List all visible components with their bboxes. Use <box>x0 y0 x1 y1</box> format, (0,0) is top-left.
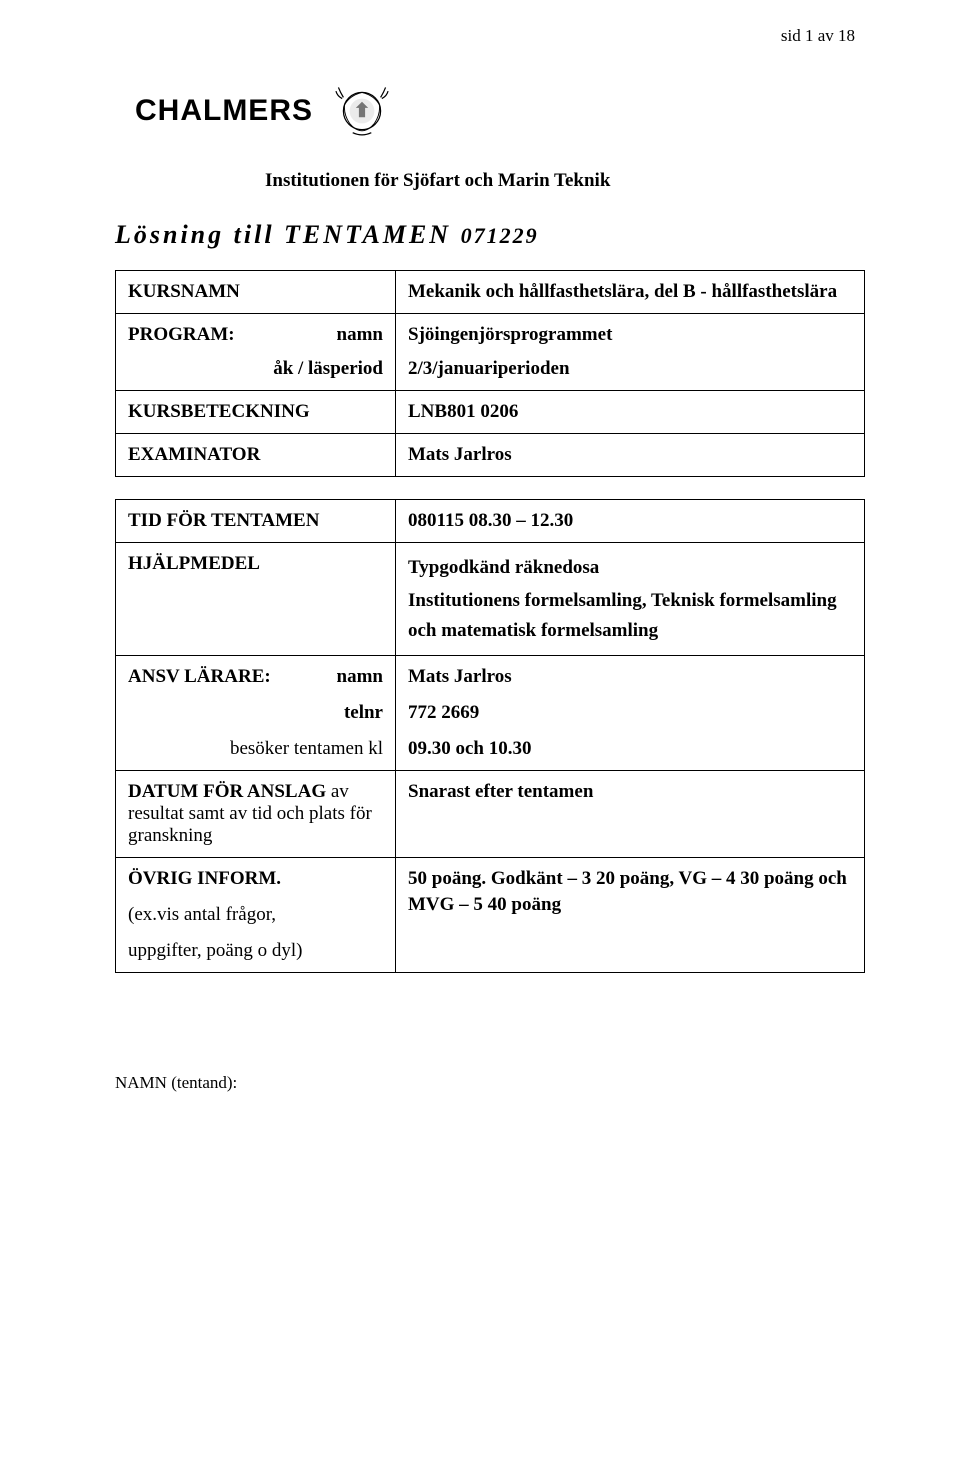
ansv-left-1: ANSV LÄRARE: <box>128 666 271 688</box>
ansv-val-2: 772 2669 <box>408 702 854 724</box>
value-examinator: Mats Jarlros <box>396 434 865 477</box>
ovrig-l3: uppgifter, poäng o dyl) <box>128 940 385 962</box>
ovrig-v1: 50 poäng. Godkänt – 3 20 poäng, VG – 4 3… <box>408 868 854 890</box>
label-hjalpmedel: HJÄLPMEDEL <box>116 543 396 656</box>
title-code: 071229 <box>461 223 539 248</box>
label-datum: DATUM FÖR ANSLAG av resultat samt av tid… <box>116 771 396 858</box>
label-tid: TID FÖR TENTAMEN <box>116 500 396 543</box>
footer-namn: NAMN (tentand): <box>115 1073 865 1093</box>
seal-icon <box>331 80 393 142</box>
program-val-1: Sjöingenjörsprogrammet <box>408 324 854 346</box>
ansv-val-1: Mats Jarlros <box>408 666 854 688</box>
value-kursbeteckning: LNB801 0206 <box>396 391 865 434</box>
row-hjalpmedel: HJÄLPMEDEL Typgodkänd räknedosaInstituti… <box>116 543 865 656</box>
value-tid: 080115 08.30 – 12.30 <box>396 500 865 543</box>
page-number: sid 1 av 18 <box>781 26 855 46</box>
row-kursbeteckning: KURSBETECKNING LNB801 0206 <box>116 391 865 434</box>
program-right-2: åk / läsperiod <box>273 358 385 380</box>
label-examinator: EXAMINATOR <box>116 434 396 477</box>
info-table-2: TID FÖR TENTAMEN 080115 08.30 – 12.30 HJ… <box>115 499 865 973</box>
label-kursnamn: KURSNAMN <box>116 271 396 314</box>
value-program: Sjöingenjörsprogrammet 2/3/januariperiod… <box>396 314 865 391</box>
info-table-1: KURSNAMN Mekanik och hållfasthetslära, d… <box>115 270 865 477</box>
program-left-1: PROGRAM: <box>128 324 235 346</box>
logo-row: CHALMERS <box>135 80 865 142</box>
label-program: PROGRAM: namn åk / läsperiod <box>116 314 396 391</box>
logo-text: CHALMERS <box>135 94 313 128</box>
row-examinator: EXAMINATOR Mats Jarlros <box>116 434 865 477</box>
ansv-right-1: namn <box>337 666 385 688</box>
label-ovrig: ÖVRIG INFORM. (ex.vis antal frågor, uppg… <box>116 858 396 973</box>
value-ansv: Mats Jarlros 772 2669 09.30 och 10.30 <box>396 656 865 771</box>
program-right-1: namn <box>337 324 385 346</box>
value-hjalpmedel: Typgodkänd räknedosaInstitutionens forme… <box>396 543 865 656</box>
label-ansv: ANSV LÄRARE: namn telnr besöker tentamen… <box>116 656 396 771</box>
value-kursnamn: Mekanik och hållfasthetslära, del B - hå… <box>396 271 865 314</box>
row-tid: TID FÖR TENTAMEN 080115 08.30 – 12.30 <box>116 500 865 543</box>
page-container: sid 1 av 18 CHALMERS Institutionen för S… <box>0 0 960 1133</box>
value-datum: Snarast efter tentamen <box>396 771 865 858</box>
ovrig-l2: (ex.vis antal frågor, <box>128 904 385 926</box>
ovrig-v2: MVG – 5 40 poäng <box>408 894 854 916</box>
title-prefix: Lösning till TENTAMEN <box>115 220 451 249</box>
ansv-right-2: telnr <box>344 702 385 724</box>
label-kursbeteckning: KURSBETECKNING <box>116 391 396 434</box>
value-ovrig: 50 poäng. Godkänt – 3 20 poäng, VG – 4 3… <box>396 858 865 973</box>
ansv-val-3: 09.30 och 10.30 <box>408 738 854 760</box>
institution-line: Institutionen för Sjöfart och Marin Tekn… <box>265 170 865 192</box>
row-ovrig: ÖVRIG INFORM. (ex.vis antal frågor, uppg… <box>116 858 865 973</box>
program-val-2: 2/3/januariperioden <box>408 358 854 380</box>
row-datum-anslag: DATUM FÖR ANSLAG av resultat samt av tid… <box>116 771 865 858</box>
row-program: PROGRAM: namn åk / läsperiod Sjöingenjör… <box>116 314 865 391</box>
ansv-right-3: besöker tentamen kl <box>230 738 385 760</box>
main-title: Lösning till TENTAMEN 071229 <box>115 220 865 250</box>
ovrig-l1: ÖVRIG INFORM. <box>128 868 385 890</box>
row-kursnamn: KURSNAMN Mekanik och hållfasthetslära, d… <box>116 271 865 314</box>
row-ansv-larare: ANSV LÄRARE: namn telnr besöker tentamen… <box>116 656 865 771</box>
